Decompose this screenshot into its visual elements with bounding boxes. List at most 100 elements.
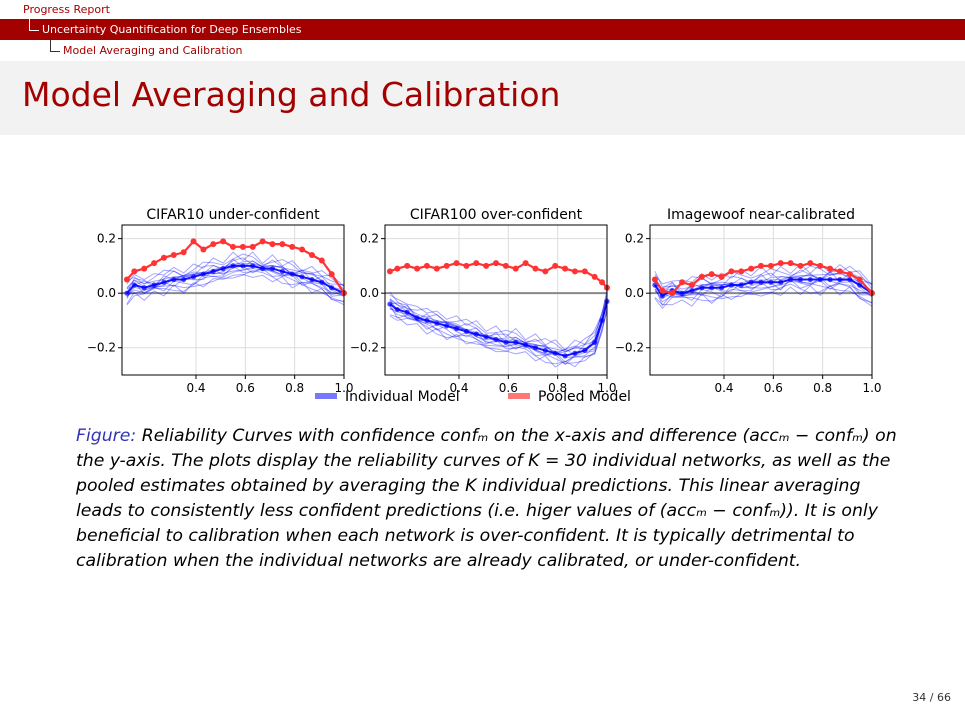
pooled-model-point bbox=[463, 262, 470, 269]
breadcrumb-section-bar: Uncertainty Quantification for Deep Ense… bbox=[0, 19, 965, 40]
individual-model-point bbox=[171, 276, 177, 283]
chart-panel-3: 0.2 0.0 −0.2 0.4 0.6 0.8 1.0 Imagewoof near-cal… bbox=[615, 207, 882, 395]
pooled-model-point bbox=[591, 273, 598, 280]
breadcrumb-section[interactable]: Uncertainty Quantification for Deep Ense… bbox=[42, 23, 302, 36]
y-tick-label: 0.2 bbox=[97, 232, 116, 246]
pooled-model-point bbox=[473, 260, 480, 267]
chart-title: CIFAR10 under-confident bbox=[146, 207, 320, 223]
individual-model-point bbox=[718, 285, 725, 291]
individual-model-point bbox=[562, 353, 568, 359]
pooled-model-point bbox=[279, 241, 286, 248]
individual-model-point bbox=[434, 320, 440, 326]
pooled-model-point bbox=[787, 260, 794, 267]
individual-model-point bbox=[542, 347, 548, 354]
pooled-model-point bbox=[210, 241, 217, 248]
pooled-model-point bbox=[453, 260, 460, 267]
x-tick-label: 0.6 bbox=[764, 381, 783, 395]
breadcrumb-subsection[interactable]: Model Averaging and Calibration bbox=[63, 44, 243, 57]
pooled-model-point bbox=[404, 262, 411, 269]
pooled-model-point bbox=[443, 262, 450, 269]
individual-model-line bbox=[389, 298, 608, 354]
pooled-model-point bbox=[562, 265, 569, 272]
pooled-model-point bbox=[394, 265, 401, 272]
individual-model-point bbox=[788, 276, 794, 283]
pooled-model-point bbox=[856, 276, 863, 283]
individual-model-point bbox=[260, 266, 266, 272]
individual-model-line bbox=[389, 289, 608, 351]
individual-model-point bbox=[827, 276, 833, 283]
pooled-model-point bbox=[669, 290, 676, 297]
individual-model-line bbox=[654, 283, 873, 310]
x-tick-label: 0.4 bbox=[449, 381, 468, 395]
individual-model-point bbox=[473, 331, 479, 337]
individual-model-line bbox=[126, 267, 345, 303]
individual-model-line bbox=[389, 308, 608, 365]
individual-model-point bbox=[493, 336, 499, 343]
pooled-model-point bbox=[230, 243, 236, 250]
y-tick-label: 0.2 bbox=[360, 232, 379, 246]
individual-model-line bbox=[126, 257, 345, 294]
pooled-model-point bbox=[318, 257, 325, 264]
x-tick-label: 0.4 bbox=[714, 381, 733, 395]
y-tick-label: −0.2 bbox=[615, 341, 644, 355]
individual-model-point bbox=[220, 266, 226, 272]
chart-title: CIFAR100 over-confident bbox=[410, 207, 583, 223]
pooled-model-point bbox=[767, 262, 774, 269]
individual-model-point bbox=[592, 339, 598, 345]
pooled-model-point bbox=[599, 279, 606, 286]
breadcrumb-presentation[interactable]: Progress Report bbox=[23, 3, 110, 16]
individual-model-line bbox=[389, 299, 608, 355]
x-tick-label: 0.8 bbox=[285, 381, 304, 395]
x-tick-label: 1.0 bbox=[862, 381, 881, 395]
y-tick-label: −0.2 bbox=[350, 341, 379, 355]
individual-model-line bbox=[126, 258, 345, 291]
slide-title: Model Averaging and Calibration bbox=[22, 75, 561, 114]
pooled-model-point bbox=[151, 260, 158, 267]
x-tick-label: 0.8 bbox=[813, 381, 832, 395]
pooled-model-point bbox=[688, 282, 695, 288]
y-tick-label: 0.0 bbox=[625, 286, 644, 300]
legend-swatch bbox=[508, 393, 530, 399]
chart-legend: Individual Model Pooled Model bbox=[315, 389, 631, 405]
chart-panel-1: 0.2 0.0 −0.2 0.4 0.6 0.8 1.0 CIFAR10 under-conf… bbox=[87, 207, 354, 395]
individual-model-point bbox=[463, 328, 469, 334]
individual-model-point bbox=[817, 276, 823, 283]
page-number: 34 / 66 bbox=[912, 691, 951, 704]
individual-model-point bbox=[652, 282, 658, 288]
pooled-model-point bbox=[160, 254, 167, 261]
tree-connector-icon bbox=[50, 40, 60, 52]
individual-model-point bbox=[161, 279, 167, 285]
individual-model-point bbox=[181, 276, 187, 283]
pooled-model-point bbox=[259, 238, 266, 245]
pooled-model-point bbox=[698, 273, 705, 280]
individual-model-point bbox=[807, 276, 813, 283]
pooled-model-point bbox=[738, 268, 745, 275]
individual-model-point bbox=[689, 287, 695, 294]
pooled-model-point bbox=[827, 265, 834, 272]
pooled-model-point bbox=[200, 246, 207, 253]
x-tick-label: 1.0 bbox=[597, 381, 616, 395]
pooled-model-point bbox=[659, 287, 666, 294]
axes-frame bbox=[121, 224, 345, 376]
pooled-model-point bbox=[190, 238, 197, 245]
pooled-model-point bbox=[571, 268, 578, 275]
figure-caption: Figure: Reliability Curves with confiden… bbox=[76, 424, 906, 574]
pooled-model-point bbox=[846, 271, 853, 278]
breadcrumb-top: Progress Report bbox=[0, 0, 965, 19]
individual-model-point bbox=[190, 274, 197, 280]
individual-model-point bbox=[532, 345, 539, 351]
pooled-model-point bbox=[728, 268, 735, 275]
individual-model-point bbox=[131, 282, 137, 288]
individual-model-point bbox=[230, 263, 236, 269]
individual-model-point bbox=[503, 339, 509, 345]
x-tick-label: 0.4 bbox=[186, 381, 205, 395]
pooled-model-point bbox=[386, 268, 393, 275]
individual-model-point bbox=[728, 282, 735, 288]
individual-model-line bbox=[654, 281, 873, 304]
individual-model-line bbox=[389, 307, 608, 365]
y-tick-label: 0.2 bbox=[625, 232, 644, 246]
individual-model-line bbox=[654, 269, 873, 294]
individual-model-line bbox=[389, 293, 608, 352]
pooled-model-point bbox=[249, 243, 256, 250]
pooled-model-point bbox=[807, 260, 814, 267]
